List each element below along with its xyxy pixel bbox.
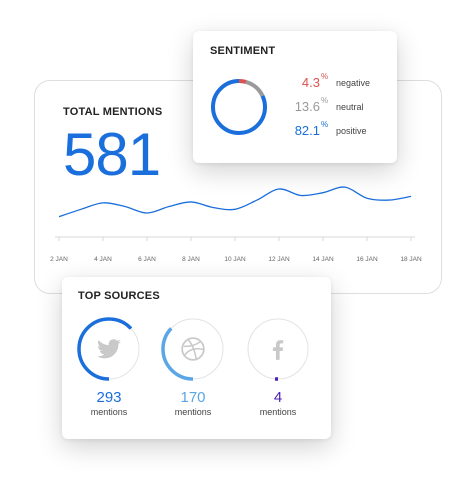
sentiment-positive-value: 82.1	[294, 123, 320, 138]
source-ring-arc	[161, 317, 225, 381]
sentiment-donut-chart	[211, 79, 267, 135]
top-sources-card[interactable]: TOP SOURCES 293 mentions 170 mentions	[62, 277, 331, 439]
sentiment-title: SENTIMENT	[210, 45, 276, 57]
twitter-icon	[97, 339, 121, 359]
x-tick-label: 14 JAN	[312, 256, 334, 263]
x-tick-label: 10 JAN	[224, 256, 246, 263]
sentiment-card[interactable]: SENTIMENT 4.3 % negative 13.6 % neutral …	[193, 31, 397, 163]
dribbble-share-ring	[161, 317, 225, 381]
facebook-mentions-label: mentions	[259, 407, 297, 417]
sentiment-positive-label: positive	[336, 126, 367, 136]
sentiment-neutral-value: 13.6	[294, 99, 320, 114]
facebook-mentions-count: 4	[273, 389, 283, 406]
mentions-trend-line	[58, 186, 412, 218]
mentions-trend-chart: 2 JAN 4 JAN 6 JAN 8 JAN 10 JAN 12 JAN 14 JAN 16…	[50, 186, 422, 263]
source-twitter[interactable]: 293 mentions	[74, 317, 144, 427]
source-dribbble[interactable]: 170 mentions	[158, 317, 228, 427]
twitter-mentions-label: mentions	[90, 407, 128, 417]
facebook-share-ring	[246, 317, 310, 381]
sentiment-neutral-unit: %	[321, 96, 329, 105]
twitter-share-ring	[77, 317, 141, 381]
x-tick-label: 12 JAN	[268, 256, 290, 263]
x-tick-label: 8 JAN	[182, 256, 200, 263]
total-mentions-count: 581	[63, 121, 161, 188]
sentiment-negative-unit: %	[321, 72, 329, 81]
x-tick-label: 18 JAN	[400, 256, 422, 263]
dribbble-mentions-count: 170	[180, 389, 206, 406]
x-tick-label: 16 JAN	[356, 256, 378, 263]
facebook-icon	[272, 340, 284, 360]
sentiment-negative-value: 4.3	[301, 75, 320, 90]
sentiment-slice-positive	[211, 79, 267, 135]
sentiment-positive-unit: %	[321, 120, 329, 129]
source-facebook[interactable]: 4 mentions	[243, 317, 313, 427]
top-sources-title: TOP SOURCES	[78, 290, 160, 302]
source-ring-arc	[246, 317, 310, 381]
twitter-mentions-count: 293	[96, 389, 122, 406]
sentiment-neutral-label: neutral	[336, 102, 364, 112]
x-tick-label: 2 JAN	[50, 256, 68, 263]
dribbble-mentions-label: mentions	[174, 407, 212, 417]
source-ring-arc	[77, 317, 141, 381]
total-mentions-title: TOTAL MENTIONS	[63, 106, 163, 118]
x-tick-label: 6 JAN	[138, 256, 156, 263]
sentiment-negative-label: negative	[336, 78, 371, 88]
dribbble-icon	[181, 337, 205, 361]
x-tick-label: 4 JAN	[94, 256, 112, 263]
